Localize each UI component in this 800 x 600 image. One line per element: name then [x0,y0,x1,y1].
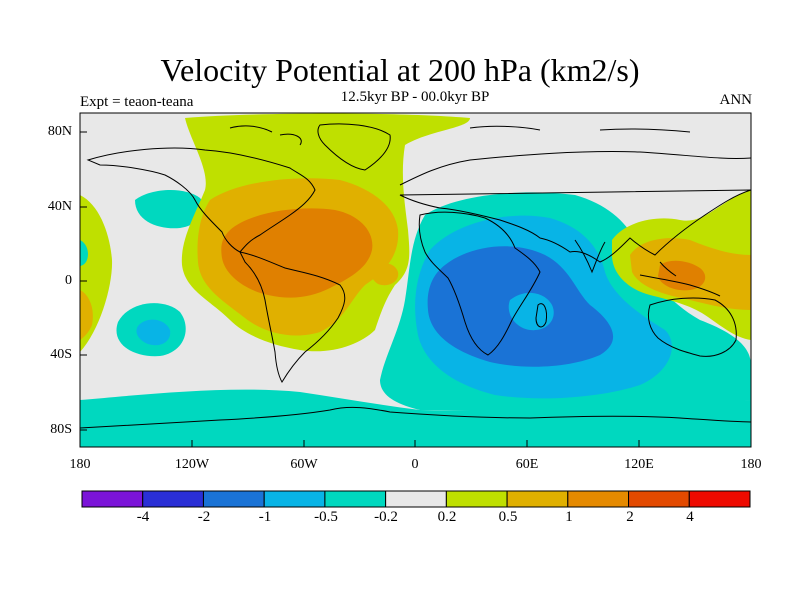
colorbar-label-8: 1 [565,509,573,525]
colorbar-swatch-6 [385,490,447,508]
experiment-label: Expt = teaon-teana [80,94,194,110]
colorbar-swatch-3 [202,490,265,508]
colorbar-label-4: -0.5 [314,509,338,525]
colorbar-swatch-7 [445,490,508,508]
contour-pos2-atlantic-spot [370,263,399,286]
coastline-north-america [86,147,316,253]
lon-label-180e: 180 [740,457,762,472]
lon-label-60w: 60W [290,457,318,472]
coastline-india [574,239,606,274]
coastline-south-america [239,251,346,383]
lon-label-0: 0 [411,457,419,472]
map-subtitle: 12.5kyr BP - 00.0kyr BP [340,89,490,105]
colorbar-swatch-10 [628,490,690,508]
lon-label-120w: 120W [174,457,210,472]
lat-label-40n: 40N [47,199,72,214]
colorbar-swatch-5 [324,490,387,508]
coastlines [80,123,751,429]
colorbar-label-5: -0.2 [374,509,398,525]
coastline-arctic-islands [229,125,691,146]
colorbar-swatch-1 [81,490,144,508]
contour-pos2-west-edge [80,290,93,340]
contour-pos3-maritime [658,260,706,291]
coastline-africa [418,211,541,356]
colorbar-swatch-8 [506,490,569,508]
lat-label-80s: 80S [50,422,72,437]
contour-neg1-southern-band [80,389,751,447]
map-title: Velocity Potential at 200 hPa (km2/s) [160,52,640,88]
contour-neg1-north-pacific [135,189,204,229]
coastline-madagascar [535,303,547,328]
contour-neg2-south-pacific [136,319,171,346]
colorbar-label-6: 0.2 [437,509,457,525]
lat-label-40s: 40S [50,347,72,362]
contour-field [80,113,751,447]
contour-neg1-west-edge [80,240,88,266]
colorbar-swatch-4 [263,490,326,508]
coastline-greenland [317,123,391,171]
coastline-eurasia [399,151,751,263]
coastline-indonesia [639,261,721,297]
lon-label-180w: 180 [69,457,91,472]
colorbar-swatch-9 [567,490,630,508]
lon-label-120e: 120E [624,457,654,472]
season-label: ANN [719,92,753,108]
colorbar-label-10: 4 [686,509,694,525]
lat-label-80n: 80N [47,124,72,139]
colorbar-swatch-2 [142,490,204,508]
colorbar-label-3: -1 [258,509,272,525]
contour-neg2-indian-hole [508,292,554,331]
colorbar-swatch-11 [688,490,751,508]
lat-label-0: 0 [65,273,72,288]
colorbar-label-1: -4 [136,509,150,525]
contour-pos3-americas [221,208,373,298]
coastline-australia [647,297,737,357]
coastline-antarctica [80,406,751,429]
colorbar-label-2: -2 [197,509,211,525]
colorbar-label-9: 2 [626,509,634,525]
lon-label-60e: 60E [515,457,539,472]
axis-ticks [80,131,640,447]
colorbar-label-7: 0.5 [498,509,518,525]
